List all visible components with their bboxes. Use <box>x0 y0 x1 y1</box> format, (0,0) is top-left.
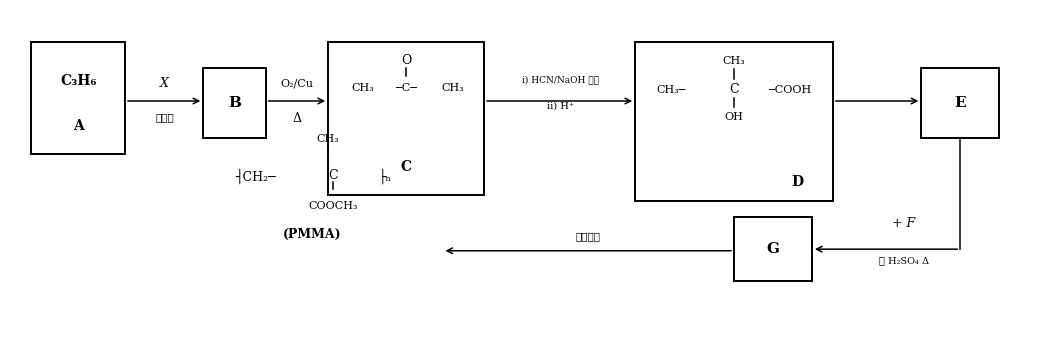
Text: (PMMA): (PMMA) <box>284 228 342 241</box>
Text: i) HCN/NaOH 浓液: i) HCN/NaOH 浓液 <box>521 76 599 85</box>
Bar <box>734 217 812 281</box>
Text: D: D <box>791 175 803 189</box>
Text: C: C <box>328 170 338 182</box>
Text: CH₃: CH₃ <box>722 56 746 66</box>
Text: O: O <box>401 54 411 67</box>
Text: ┤CH₂─: ┤CH₂─ <box>235 168 275 184</box>
Text: CH₃: CH₃ <box>316 134 340 144</box>
Text: ii) H⁺: ii) H⁺ <box>547 101 573 110</box>
Text: Δ: Δ <box>292 112 302 125</box>
Bar <box>203 67 266 138</box>
Bar <box>921 67 999 138</box>
Text: ─COOH: ─COOH <box>768 85 811 95</box>
Text: B: B <box>228 96 241 109</box>
Text: ├ₙ: ├ₙ <box>379 168 392 184</box>
Text: E: E <box>955 96 966 109</box>
Text: O₂/Cu: O₂/Cu <box>280 78 313 88</box>
Text: COOCH₃: COOCH₃ <box>308 201 358 211</box>
Bar <box>32 42 125 154</box>
Text: C: C <box>730 83 739 96</box>
Text: ─C─: ─C─ <box>395 83 417 93</box>
Text: CH₃: CH₃ <box>352 83 374 93</box>
Text: 浓 H₂SO₄ Δ: 浓 H₂SO₄ Δ <box>878 256 928 265</box>
Bar <box>328 42 484 195</box>
Text: G: G <box>767 242 780 256</box>
Text: OH: OH <box>724 112 743 122</box>
Text: C₃H₆: C₃H₆ <box>61 74 97 88</box>
Text: + F: + F <box>892 217 915 230</box>
Text: X: X <box>160 77 169 90</box>
Text: CH₃─: CH₃─ <box>656 85 685 95</box>
Bar <box>635 42 833 201</box>
Text: 一定条件: 一定条件 <box>576 233 601 242</box>
Text: A: A <box>73 119 84 133</box>
Text: CH₃: CH₃ <box>442 83 464 93</box>
Text: 催化剑: 催化剑 <box>155 112 174 122</box>
Text: C: C <box>400 160 412 175</box>
